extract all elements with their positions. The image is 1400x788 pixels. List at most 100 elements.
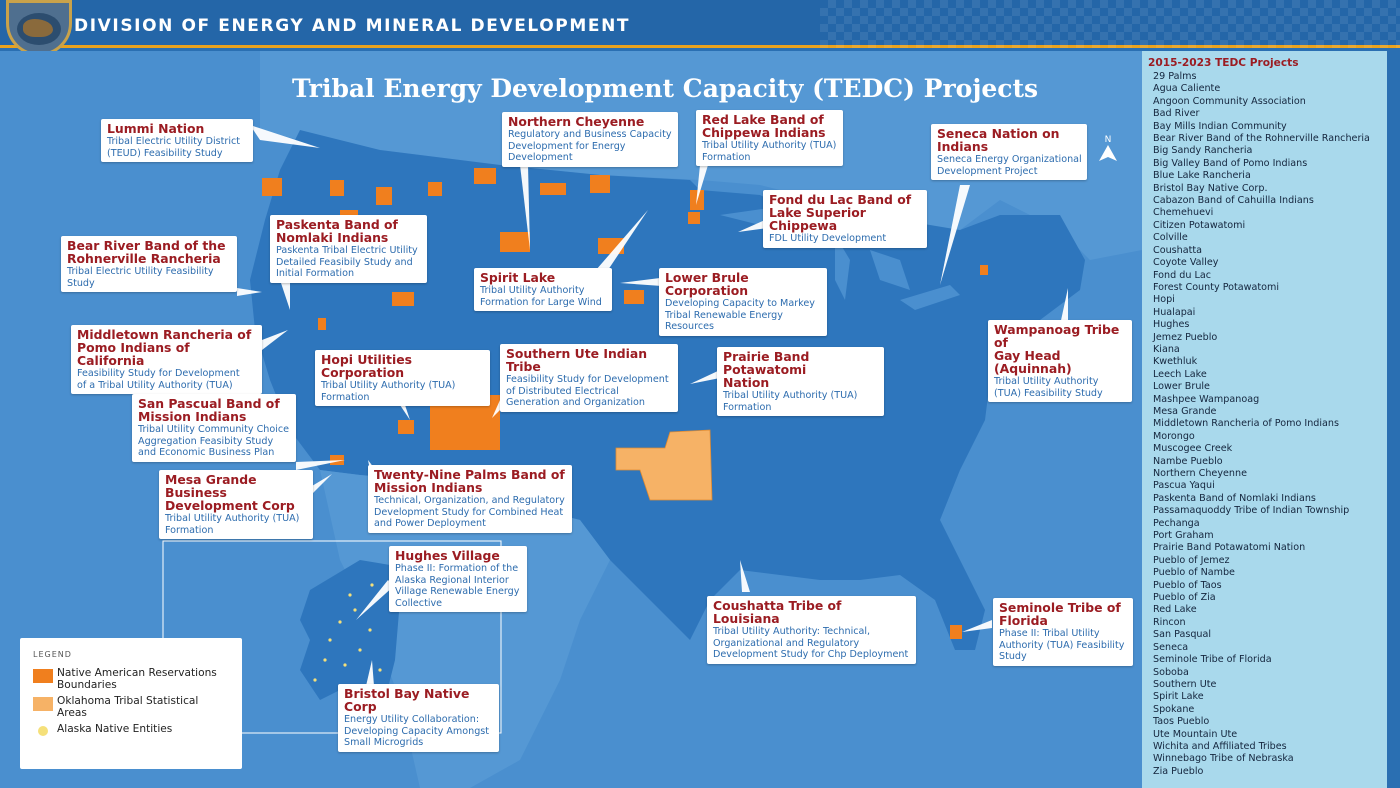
project-list-item: Hughes (1153, 319, 1190, 331)
project-sidebar: 2015-2023 TEDC Projects 29 Palms Agua Cal… (1142, 51, 1387, 788)
callout-title: San Pascual Band of Mission Indians (138, 396, 280, 424)
bison-seal-icon (6, 0, 72, 56)
legend: LEGEND Native American Reservations Boun… (20, 638, 242, 769)
legend-label: Native American Reservations Boundaries (57, 667, 217, 691)
project-list-item: Cabazon Band of Cahuilla Indians (1153, 195, 1314, 207)
project-list-item: Jemez Pueblo (1153, 331, 1218, 343)
alaska-land (300, 560, 400, 700)
callout-desc: Feasibility Study for Development of a T… (77, 368, 240, 391)
callout-red-lake[interactable]: Red Lake Band of Chippewa Indians Tribal… (696, 110, 843, 166)
callout-title: Southern Ute Indian Tribe (506, 346, 648, 374)
callout-title: Bear River Band of the Rohnerville Ranch… (67, 238, 226, 266)
project-list-item: Mashpee Wampanoag (1153, 393, 1260, 405)
callout-desc: Tribal Utility Authority (TUA) Formation (165, 513, 300, 536)
project-list-item: Big Sandy Rancheria (1153, 145, 1253, 157)
callout-desc: Energy Utility Collaboration: Developing… (344, 714, 490, 748)
project-list-item: Bear River Band of the Rohnerville Ranch… (1153, 133, 1370, 145)
project-list: 29 Palms Agua Caliente Angoon Community As… (1148, 71, 1387, 778)
callout-seneca[interactable]: Seneca Nation on Indians Seneca Energy O… (931, 124, 1087, 180)
legend-item: Native American Reservations Boundaries (33, 667, 229, 691)
project-list-item: Zia Pueblo (1153, 765, 1204, 777)
project-list-item: Pueblo of Nambe (1153, 567, 1235, 579)
callout-title: Mesa Grande Business Development Corp (165, 472, 295, 513)
callout-coushatta[interactable]: Coushatta Tribe of Louisiana Tribal Util… (707, 596, 916, 664)
callout-bear-river[interactable]: Bear River Band of the Rohnerville Ranch… (61, 236, 237, 292)
project-list-item: Coyote Valley (1153, 257, 1219, 269)
callout-spirit-lake[interactable]: Spirit Lake Tribal Utility Authority For… (474, 268, 612, 311)
callout-wampanoag[interactable]: Wampanoag Tribe of Gay Head (Aquinnah) T… (988, 320, 1132, 402)
callout-title: Prairie Band Potawatomi Nation (723, 349, 810, 390)
callout-desc: Feasibility Study for Development of Dis… (506, 374, 669, 408)
project-list-item: Seneca (1153, 641, 1189, 653)
project-list-item: Pechanga (1153, 517, 1200, 529)
project-list-item: Seminole Tribe of Florida (1153, 654, 1272, 666)
callout-desc: Developing Capacity to Markey Tribal Ren… (665, 298, 815, 332)
callout-desc: Paskenta Tribal Electric Utility Detaile… (276, 245, 418, 279)
alaska-dot-swatch (38, 726, 48, 736)
callout-hopi[interactable]: Hopi Utilities Corporation Tribal Utilit… (315, 350, 490, 406)
callout-fond-du-lac[interactable]: Fond du Lac Band of Lake Superior Chippe… (763, 190, 927, 248)
callout-paskenta[interactable]: Paskenta Band of Nomlaki Indians Paskent… (270, 215, 427, 283)
project-list-item: Passamaquoddy Tribe of Indian Township (1153, 505, 1350, 517)
project-list-item: Lower Brule (1153, 381, 1210, 393)
callout-title: Hughes Village (395, 548, 500, 563)
project-list-item: Pueblo of Jemez (1153, 554, 1230, 566)
reservation-swatch (33, 669, 53, 683)
header-bar: DIVISION OF ENERGY AND MINERAL DEVELOPME… (0, 0, 1400, 56)
callout-bristol-bay[interactable]: Bristol Bay Native Corp Energy Utility C… (338, 684, 499, 752)
reservation-areas (262, 168, 988, 639)
callout-lummi[interactable]: Lummi Nation Tribal Electric Utility Dis… (101, 119, 253, 162)
callout-southern-ute[interactable]: Southern Ute Indian Tribe Feasibility St… (500, 344, 678, 412)
callout-title: Spirit Lake (480, 270, 556, 285)
project-list-item: Bay Mills Indian Community (1153, 120, 1287, 132)
project-list-item: Prairie Band Potawatomi Nation (1153, 542, 1306, 554)
legend-item: Alaska Native Entities (33, 723, 229, 736)
project-list-item: Mesa Grande (1153, 405, 1217, 417)
callout-desc: Tribal Utility Authority (TUA) Formation (321, 380, 456, 403)
callout-middletown[interactable]: Middletown Rancheria of Pomo Indians of … (71, 325, 262, 394)
callout-title: Bristol Bay Native Corp (344, 686, 470, 714)
project-list-item: Northern Cheyenne (1153, 468, 1247, 479)
callout-lower-brule[interactable]: Lower Brule Corporation Developing Capac… (659, 268, 827, 336)
callout-desc: Technical, Organization, and Regulatory … (374, 495, 565, 529)
callout-title: Twenty-Nine Palms Band of Mission Indian… (374, 467, 565, 495)
project-list-item: Wichita and Affiliated Tribes (1153, 740, 1287, 752)
callout-title: Middletown Rancheria of Pomo Indians of … (77, 327, 252, 368)
project-list-item: Blue Lake Rancheria (1153, 170, 1251, 182)
project-list-item: Port Graham (1153, 530, 1214, 542)
project-list-item: Kiana (1153, 343, 1180, 355)
callout-desc: Tribal Utility Community Choice Aggregat… (138, 424, 290, 458)
callout-hughes[interactable]: Hughes Village Phase II: Formation of th… (389, 546, 527, 612)
great-lakes (720, 205, 960, 310)
callout-twenty-nine-palms[interactable]: Twenty-Nine Palms Band of Mission Indian… (368, 465, 572, 533)
project-list-item: Taos Pueblo (1153, 716, 1210, 728)
project-list-item: 29 Palms (1153, 71, 1197, 82)
project-list-item: Winnebago Tribe of Nebraska (1153, 753, 1294, 765)
project-list-item: Colville (1153, 232, 1188, 244)
callout-desc: Tribal Utility Authority Formation for L… (480, 285, 602, 308)
callout-title: Lummi Nation (107, 121, 205, 136)
callout-northern-cheyenne[interactable]: Northern Cheyenne Regulatory and Busines… (502, 112, 678, 167)
header-pattern (820, 0, 1400, 48)
callout-seminole[interactable]: Seminole Tribe of Florida Phase II: Trib… (993, 598, 1133, 666)
north-arrow-icon: N (1097, 135, 1119, 165)
project-list-item: Muscogee Creek (1153, 443, 1233, 455)
north-arrow-label: N (1104, 135, 1112, 145)
callout-desc: Regulatory and Business Capacity Develop… (508, 129, 672, 163)
project-list-item: Angoon Community Association (1153, 95, 1306, 107)
callout-prairie-band[interactable]: Prairie Band Potawatomi Nation Tribal Ut… (717, 347, 884, 416)
callout-san-pascual[interactable]: San Pascual Band of Mission Indians Trib… (132, 394, 296, 462)
project-list-item: Pueblo of Taos (1153, 579, 1222, 591)
callout-title: Hopi Utilities Corporation (321, 352, 412, 380)
project-list-item: Kwethluk (1153, 356, 1198, 368)
callout-title: Red Lake Band of Chippewa Indians (702, 112, 826, 140)
alaska-native-entities (313, 583, 392, 692)
callout-title: Paskenta Band of Nomlaki Indians (276, 217, 398, 245)
callout-title: Wampanoag Tribe of Gay Head (Aquinnah) (994, 322, 1120, 376)
legend-title: LEGEND (33, 650, 72, 659)
callout-desc: Phase II: Tribal Utility Authority (TUA)… (999, 628, 1125, 662)
callout-mesa-grande[interactable]: Mesa Grande Business Development Corp Tr… (159, 470, 313, 539)
callout-title: Fond du Lac Band of Lake Superior Chippe… (769, 192, 912, 233)
oklahoma-tribal-areas (615, 429, 713, 501)
